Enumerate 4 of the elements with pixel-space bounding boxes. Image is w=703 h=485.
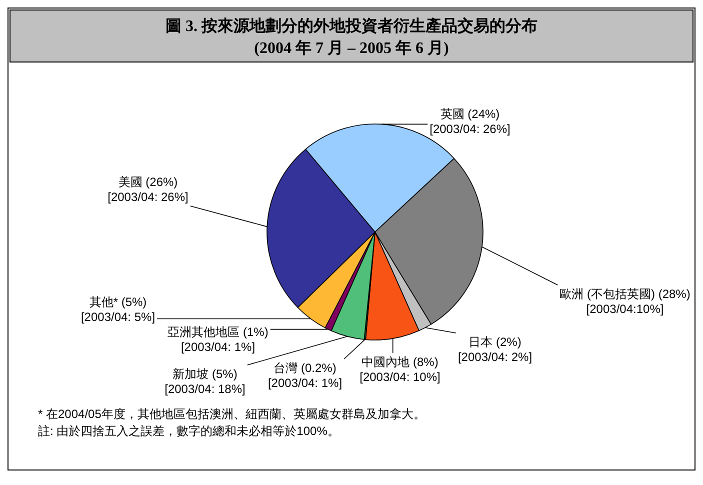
text: 註: 由於四捨五入之誤差，數字的總和未必相等於100%。 [38, 424, 340, 438]
chart-subtitle: (2004 年 7 月 – 2005 年 6 月) [254, 39, 449, 57]
chart-title: 圖 3. 按來源地劃分的外地投資者衍生產品交易的分布 [166, 16, 538, 35]
text: * 在2004/05年度，其他地區包括澳洲、紐西蘭、英屬處女群島及加拿大。 [38, 407, 426, 421]
